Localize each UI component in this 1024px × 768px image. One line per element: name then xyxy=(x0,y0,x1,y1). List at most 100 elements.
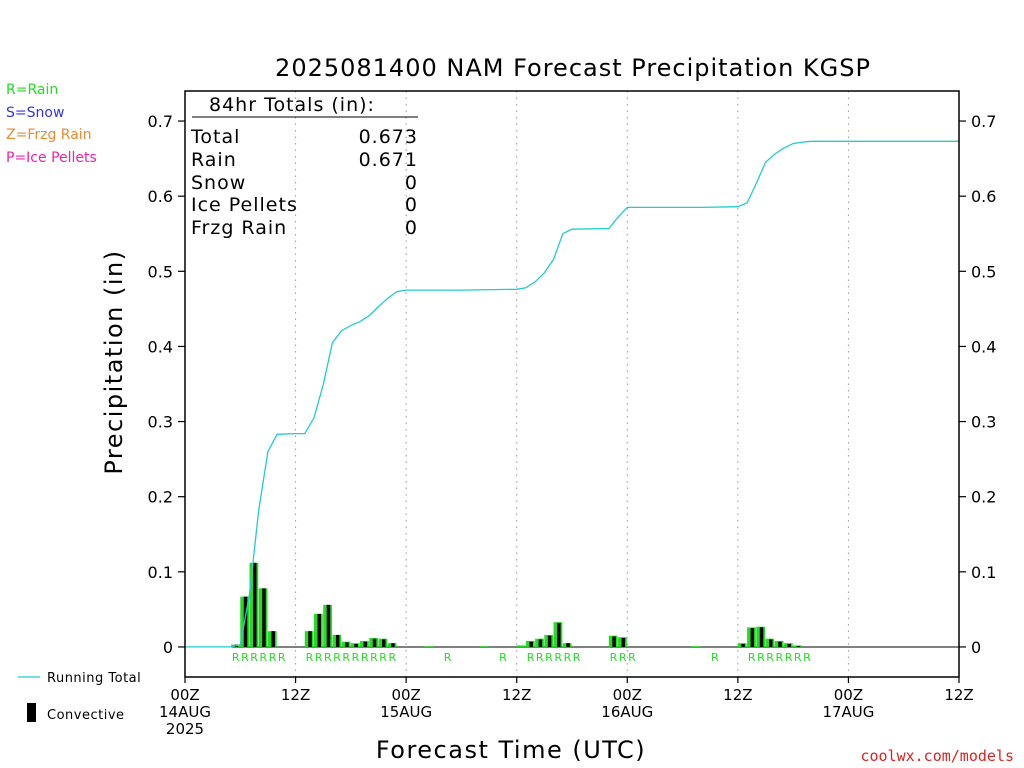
bar-convective-h23 xyxy=(391,643,395,647)
ptype-label-h40: R xyxy=(545,651,553,664)
bar-convective-h8 xyxy=(253,562,257,647)
bar-convective-h62 xyxy=(750,628,755,647)
bar-convective-h16 xyxy=(326,604,331,647)
bar-convective-h47 xyxy=(612,636,616,647)
ptype-label-h67: R xyxy=(794,651,802,664)
x-tick-label-1-0: 12Z xyxy=(281,686,310,704)
bar-convective-h42 xyxy=(566,643,570,647)
ptype-label-h43: R xyxy=(573,651,581,664)
y-tick-label-left-5: 0.2 xyxy=(148,488,173,507)
ptype-label-h15: R xyxy=(315,651,323,664)
ptype-label-h58: R xyxy=(711,651,719,664)
bar-convective-h10 xyxy=(271,631,275,647)
bar-convective-h39 xyxy=(538,639,543,647)
bar-convective-h22 xyxy=(382,639,386,647)
ptype-label-h64: R xyxy=(766,651,774,664)
ptype-label-h9: R xyxy=(259,651,267,664)
x-tick-label-2-0: 00Z xyxy=(391,686,420,704)
totals-value-rain: 0.671 xyxy=(359,149,418,171)
bar-convective-h14 xyxy=(308,631,312,647)
y-axis: 0.7 0.7 0.6 0.6 0.5 0.5 0.4 0.4 0.3 0.3 0.2 0.2 0.1 0… xyxy=(148,112,997,657)
bar-total-h27 xyxy=(424,646,434,647)
bar-total-h56 xyxy=(691,646,701,647)
bar-total-h37 xyxy=(516,645,526,647)
bar-convective-h19 xyxy=(354,643,358,647)
bar-convective-h38 xyxy=(529,641,533,647)
y-axis-title: Precipitation (in) xyxy=(100,249,128,474)
bar-convective-h61 xyxy=(741,643,745,647)
totals-label-total: Total xyxy=(190,126,240,148)
ptype-label-h7: R xyxy=(241,651,249,664)
ptype-label-h10: R xyxy=(269,651,277,664)
y-tick-label-right-2: 0.5 xyxy=(971,262,996,281)
x-tick-label-3-0: 12Z xyxy=(502,686,531,704)
bar-convective-h15 xyxy=(317,613,322,647)
ptype-label-h39: R xyxy=(536,651,544,664)
ptype-label-h49: R xyxy=(628,651,636,664)
convective-legend-label: Convective xyxy=(47,708,125,723)
y-tick-label-right-3: 0.4 xyxy=(971,337,996,356)
ptype-label-h68: R xyxy=(803,651,811,664)
x-tick-label-2-1: 15AUG xyxy=(380,703,432,721)
ptype-label-h42: R xyxy=(564,651,572,664)
ptype-label-h20: R xyxy=(361,651,369,664)
x-tick-label-6-0: 00Z xyxy=(834,686,863,704)
ptype-label-h18: R xyxy=(342,651,350,664)
plot-frame xyxy=(184,90,960,678)
ptype-label-h29: R xyxy=(444,651,452,664)
bar-convective-h41 xyxy=(557,622,561,647)
ptype-label-h16: R xyxy=(324,651,332,664)
legend-ice-pellets: P=Ice Pellets xyxy=(6,150,97,166)
x-tick-label-6-1: 17AUG xyxy=(822,703,874,721)
y-tick-label-right-7: 0 xyxy=(971,638,981,657)
totals-heading: 84hr Totals (in): xyxy=(209,94,375,116)
bar-convective-h17 xyxy=(335,634,340,647)
x-tick-label-4-0: 00Z xyxy=(613,686,642,704)
ptype-label-h19: R xyxy=(352,651,360,664)
y-tick-label-right-4: 0.3 xyxy=(971,413,996,432)
running-total-line xyxy=(185,140,959,648)
x-tick-label-7-0: 12Z xyxy=(944,686,973,704)
y-tick-label-left-1: 0.6 xyxy=(148,187,173,206)
ptype-label-h17: R xyxy=(333,651,341,664)
y-tick-label-left-6: 0.1 xyxy=(148,563,173,582)
ptype-label-h62: R xyxy=(748,651,756,664)
bar-convective-h65 xyxy=(778,641,782,647)
totals-label-snow: Snow xyxy=(191,172,246,194)
bar-convective-h63 xyxy=(759,627,764,647)
x-tick-label-5-0: 12Z xyxy=(723,686,752,704)
legend-frzg-rain: Z=Frzg Rain xyxy=(6,127,92,143)
y-tick-label-left-3: 0.4 xyxy=(148,337,173,356)
ptype-label-h21: R xyxy=(370,651,378,664)
bar-convective-h48 xyxy=(621,637,626,647)
ptype-label-h41: R xyxy=(554,651,562,664)
y-tick-label-right-5: 0.2 xyxy=(971,488,996,507)
credit-link[interactable]: coolwx.com/models xyxy=(860,747,1014,765)
y-tick-label-left-7: 0 xyxy=(163,638,173,657)
ptype-label-h23: R xyxy=(388,651,396,664)
x-tick-label-0-2: 2025 xyxy=(166,720,204,738)
ptype-label-h14: R xyxy=(306,651,314,664)
ptype-label-h35: R xyxy=(499,651,507,664)
bar-total-h33 xyxy=(479,646,489,647)
ptype-label-h38: R xyxy=(527,651,535,664)
totals-value-total: 0.673 xyxy=(359,126,418,148)
legend-snow: S=Snow xyxy=(6,105,65,121)
chart-title: 2025081400 NAM Forecast Precipitation KG… xyxy=(275,54,871,82)
x-tick-label-0-0: 00Z xyxy=(170,686,199,704)
totals-box: 84hr Totals (in): Total 0.673 Rain 0.671… xyxy=(190,94,418,239)
running-total-legend-label: Running Total xyxy=(47,671,141,686)
x-axis-title: Forecast Time (UTC) xyxy=(376,736,646,764)
y-tick-label-right-6: 0.1 xyxy=(971,563,996,582)
totals-value-snow: 0 xyxy=(405,172,418,194)
y-tick-label-left-2: 0.5 xyxy=(148,262,173,281)
totals-value-ice-pellets: 0 xyxy=(405,194,418,216)
ptype-label-h63: R xyxy=(757,651,765,664)
grid-lines xyxy=(185,91,959,677)
bar-convective-h66 xyxy=(787,643,791,647)
ptype-label-h11: R xyxy=(278,651,286,664)
y-tick-label-right-1: 0.6 xyxy=(971,187,996,206)
bar-convective-h40 xyxy=(547,635,552,647)
